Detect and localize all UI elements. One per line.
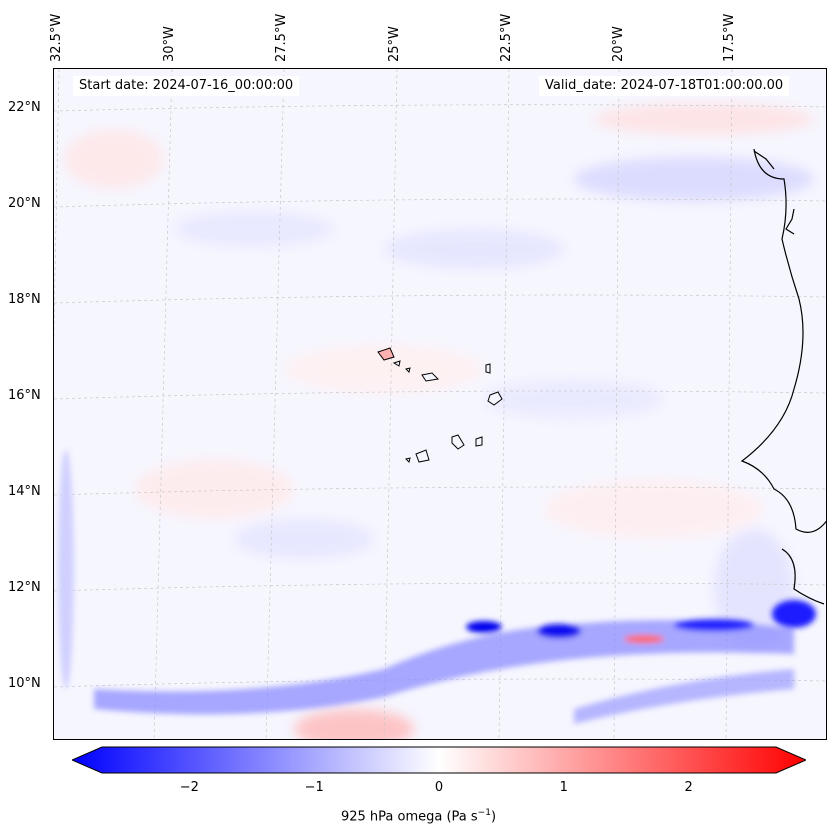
longitude-label: 17.5°W [722,13,737,62]
colorbar-gradient [72,746,806,774]
colorbar-label: 925 hPa omega (Pa s−1) [340,808,497,825]
colorbar-tick-label: 1 [559,780,568,795]
coastline [740,148,826,605]
longitude-label: 22.5°W [499,13,514,62]
colorbar [72,746,806,774]
cape-verde-islands [377,347,503,463]
map-panel [53,68,827,740]
longitude-label: 32.5°W [49,13,64,62]
longitude-label: 20°W [611,26,626,62]
start-date-label: Start date: 2024-07-16_00:00:00 [73,76,300,96]
longitude-label: 30°W [162,26,177,62]
latitude-label: 16°N [8,388,41,403]
rising-motion-band [58,449,816,724]
latitude-label: 20°N [8,196,41,211]
latitude-label: 14°N [8,484,41,499]
latitude-label: 12°N [8,580,41,595]
colorbar-tick-label: 2 [684,780,693,795]
omega-field-map [54,69,826,739]
colorbar-tick-label: −2 [179,780,199,795]
longitude-label: 27.5°W [274,13,289,62]
colorbar-tick-label: 0 [434,780,444,795]
latitude-label: 18°N [8,292,41,307]
colorbar-tick-label: −1 [304,780,324,795]
longitude-label: 25°W [387,26,402,62]
valid-date-label: Valid_date: 2024-07-18T01:00:00.00 [539,76,790,96]
latitude-label: 22°N [8,100,41,115]
latitude-label: 10°N [8,676,41,691]
weak-field-patches [64,103,814,739]
